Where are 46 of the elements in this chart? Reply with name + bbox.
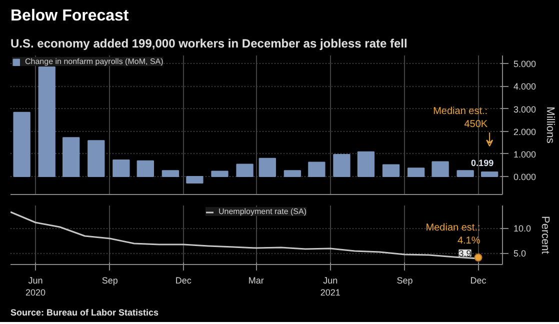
x-tick-label: Sep	[102, 276, 118, 286]
bar	[456, 170, 474, 177]
data-label: 0.199	[471, 158, 494, 168]
bar	[186, 176, 204, 184]
x-tick-label: Sep	[396, 276, 413, 286]
y-axis-title: Millions	[544, 106, 556, 144]
legend-label: Change in nonfarm payrolls (MoM, SA)	[25, 57, 164, 66]
x-tick-label: Mar	[248, 276, 264, 286]
bar	[162, 170, 180, 177]
bar	[38, 66, 56, 177]
chart-subtitle: U.S. economy added 199,000 workers in December as jobless rate fell	[10, 36, 408, 50]
source-note: Source: Bureau of Labor Statistics	[10, 308, 159, 318]
bar	[333, 154, 350, 177]
legend-label: Unemployment rate (SA)	[218, 207, 307, 216]
bar	[480, 171, 498, 177]
y-axis-title: Percent	[539, 216, 552, 254]
bar	[432, 161, 449, 177]
bar	[308, 162, 326, 177]
y-tick-label: 1.000	[514, 149, 536, 160]
x-tick-label: Jun 2021	[320, 276, 340, 298]
bar	[382, 164, 400, 177]
y-tick-label: 3.000	[514, 104, 536, 114]
bar	[211, 170, 228, 177]
y-tick-label: 5.0	[514, 248, 526, 258]
bar	[62, 137, 80, 177]
bar	[284, 170, 302, 177]
annotation: Median est.: 4.1%	[426, 222, 480, 246]
bar	[13, 112, 30, 177]
y-tick-label: 10.0	[514, 224, 532, 234]
y-tick-label: 0.000	[514, 172, 536, 182]
bar	[88, 140, 105, 177]
bar	[136, 160, 154, 177]
chart-title: Below Forecast	[10, 8, 130, 24]
annotation: Median est.: 450K	[433, 106, 488, 130]
x-tick-label: Dec	[175, 276, 192, 286]
bar	[357, 151, 375, 177]
bar	[236, 164, 254, 177]
bar	[407, 168, 425, 177]
y-tick-label: 2.000	[514, 126, 536, 137]
bar	[258, 158, 276, 177]
data-label: 3.9	[458, 248, 472, 258]
bar	[112, 159, 130, 177]
x-tick-label: Jun 2020	[26, 276, 46, 298]
x-tick-label: Dec	[470, 276, 487, 286]
y-tick-label: 5.000	[514, 59, 536, 70]
y-tick-label: 4.000	[514, 82, 536, 92]
